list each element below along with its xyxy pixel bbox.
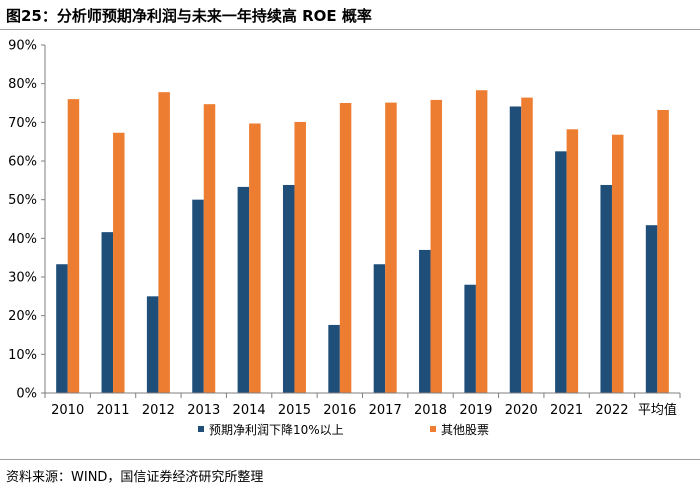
x-tick-label: 2014 bbox=[233, 403, 266, 418]
bar-series2-8 bbox=[430, 99, 443, 393]
y-tick-label: 30% bbox=[8, 271, 37, 286]
legend: 预期净利润下降10%以上 其他股票 bbox=[198, 423, 489, 437]
bottom-rule bbox=[0, 459, 700, 460]
bar-series2-5 bbox=[294, 121, 306, 393]
bar-series2-1 bbox=[113, 132, 125, 393]
bar-series2-4 bbox=[249, 123, 261, 394]
x-tick-label: 2010 bbox=[51, 403, 84, 418]
legend-label-1: 预期净利润下降10%以上 bbox=[209, 423, 344, 437]
x-tick-label: 2017 bbox=[369, 403, 402, 418]
bar-series2-3 bbox=[203, 104, 216, 393]
source-note: 资料来源：WIND，国信证券经济研究所整理 bbox=[6, 470, 264, 485]
axes bbox=[41, 44, 681, 398]
bar-series2-0 bbox=[67, 99, 80, 393]
top-rule bbox=[0, 29, 700, 30]
bar-chart: 0%10%20%30%40%50%60%70%80%90% 2010 2011 20… bbox=[8, 39, 681, 437]
bar-series2-9 bbox=[475, 90, 488, 394]
x-tick-label: 2012 bbox=[142, 403, 175, 418]
bar-series1-0 bbox=[56, 264, 68, 393]
legend-swatch-2 bbox=[430, 426, 436, 432]
x-tick-label: 2021 bbox=[550, 403, 583, 418]
x-tick-label: 2019 bbox=[459, 403, 492, 418]
x-tick-label: 2020 bbox=[505, 403, 538, 418]
x-tick-label: 2018 bbox=[414, 403, 447, 418]
bar-series2-10 bbox=[521, 97, 533, 393]
bar-series1-11 bbox=[555, 151, 567, 393]
bar-series1-10 bbox=[509, 106, 522, 393]
bar-series1-8 bbox=[419, 249, 431, 393]
bar-series1-6 bbox=[328, 324, 340, 393]
y-tick-label: 90% bbox=[8, 39, 37, 54]
bar-series2-2 bbox=[158, 92, 170, 394]
bar-series1-5 bbox=[282, 184, 295, 393]
legend-swatch-1 bbox=[198, 426, 204, 432]
y-tick-label: 80% bbox=[8, 77, 37, 92]
y-tick-label: 60% bbox=[8, 155, 37, 170]
y-tick-label: 0% bbox=[16, 387, 37, 402]
x-tick-label: 2011 bbox=[96, 403, 129, 418]
x-tick-label: 2015 bbox=[278, 403, 311, 418]
bar-series2-11 bbox=[566, 129, 579, 393]
bar-series1-9 bbox=[464, 284, 476, 393]
y-tick-label: 20% bbox=[8, 309, 37, 324]
bar-series1-12 bbox=[600, 184, 612, 393]
y-tick-label: 10% bbox=[8, 348, 37, 363]
bar-series1-7 bbox=[373, 264, 386, 393]
x-tick-label: 2013 bbox=[187, 403, 220, 418]
bar-marks bbox=[56, 90, 669, 394]
y-tick-label: 70% bbox=[8, 116, 37, 131]
y-axis-labels: 0% 10% 20% 30% 40% 50% 60% 70% 80% 90% bbox=[8, 39, 37, 402]
bar-series1-3 bbox=[192, 199, 204, 393]
x-tick-label: 平均值 bbox=[638, 402, 677, 418]
bar-series1-4 bbox=[237, 186, 250, 393]
bar-series2-12 bbox=[611, 134, 624, 393]
bar-series2-6 bbox=[339, 103, 352, 393]
y-tick-label: 40% bbox=[8, 232, 37, 247]
legend-label-2: 其他股票 bbox=[441, 423, 489, 437]
x-tick-label: 2016 bbox=[323, 403, 356, 418]
bar-series2-13 bbox=[657, 109, 669, 394]
figure-title: 图25：分析师预期净利润与未来一年持续高 ROE 概率 bbox=[6, 7, 372, 25]
bar-series2-7 bbox=[385, 102, 397, 394]
x-axis-labels: 2010 2011 2012 2013 2014 2015 2016 2017 2018 2019… bbox=[51, 402, 677, 418]
bar-series1-1 bbox=[101, 232, 114, 393]
bar-series1-13 bbox=[645, 225, 658, 393]
y-tick-label: 50% bbox=[8, 193, 37, 208]
bar-series1-2 bbox=[146, 296, 159, 393]
x-tick-label: 2022 bbox=[595, 403, 628, 418]
